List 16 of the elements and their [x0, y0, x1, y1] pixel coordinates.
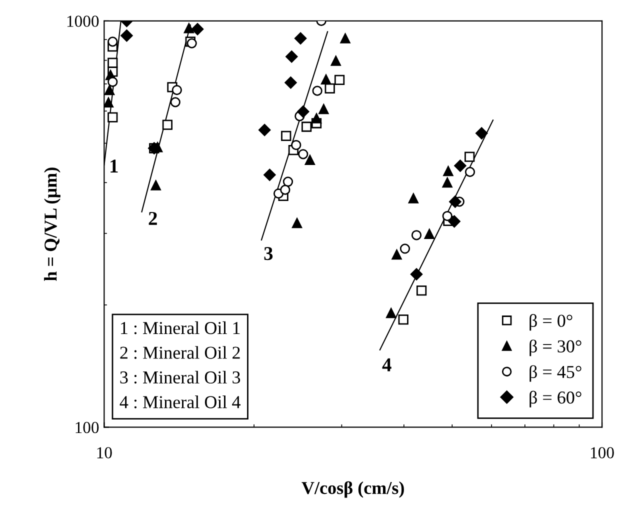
y-axis-title: h = Q/VL (µm)	[44, 168, 60, 281]
x-axis-title: V/cosβ (cm/s)	[302, 481, 404, 498]
y-tick-label: 1000	[67, 16, 99, 27]
legend-label: β = 60°	[530, 390, 582, 408]
annotation: 1 : Mineral Oil 1	[121, 321, 240, 334]
annotation: 2 : Mineral Oil 2	[120, 346, 240, 359]
annotation: 1	[110, 160, 118, 172]
legend-label: β = 45°	[530, 365, 582, 382]
annotation: 3	[264, 247, 273, 260]
annotation: 4	[382, 358, 392, 372]
annotation: 3 : Mineral Oil 3	[120, 370, 240, 384]
x-tick-label: 10	[97, 447, 112, 458]
legend-label: β = 30°	[530, 340, 582, 356]
annotation: 2	[148, 212, 157, 225]
legend-label: β = 0°	[530, 314, 572, 331]
annotation: 4 : Mineral Oil 4	[120, 396, 241, 408]
